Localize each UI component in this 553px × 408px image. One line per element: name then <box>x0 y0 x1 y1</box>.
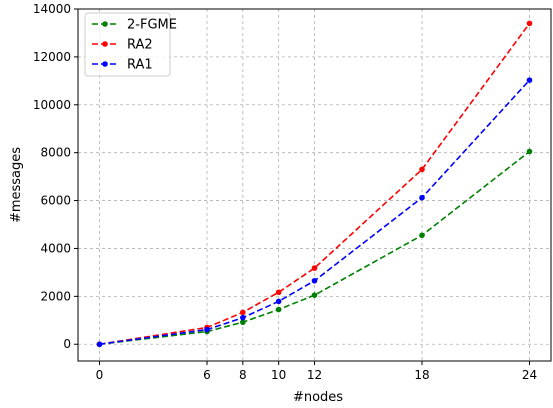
y-tick-label: 14000 <box>33 2 71 16</box>
data-point <box>240 309 246 316</box>
data-point <box>204 326 210 333</box>
legend-marker <box>102 41 108 47</box>
data-point <box>311 277 318 284</box>
x-tick-label: 8 <box>239 368 247 382</box>
data-point <box>275 306 282 313</box>
y-tick-label: 12000 <box>33 50 71 64</box>
x-axis-label: #nodes <box>293 390 343 405</box>
data-point <box>311 265 318 271</box>
y-tick-label: 0 <box>63 337 71 351</box>
data-point <box>526 148 533 155</box>
legend-item: RA2 <box>92 38 153 53</box>
legend-item: 2-FGME <box>92 18 177 33</box>
grid <box>78 8 551 361</box>
y-axis-label: #messages <box>9 147 24 223</box>
x-tick-label: 24 <box>522 368 537 382</box>
x-tick-label: 0 <box>96 368 104 382</box>
legend-marker <box>102 21 108 27</box>
x-axis: 0 6 8 10 12 18 24 <box>96 361 537 382</box>
series-ra1 <box>96 77 533 348</box>
y-axis: 0 2000 4000 6000 8000 10000 12000 14000 <box>33 2 78 351</box>
x-tick-label: 12 <box>307 368 322 382</box>
data-point <box>275 298 282 305</box>
x-tick-label: 10 <box>271 368 286 382</box>
x-tick-label: 6 <box>203 368 211 382</box>
data-point <box>419 166 425 173</box>
legend-label: RA2 <box>127 38 153 53</box>
data-point <box>311 292 318 298</box>
data-point <box>526 20 533 27</box>
data-point <box>419 232 425 239</box>
data-point <box>96 341 103 348</box>
y-tick-label: 2000 <box>40 289 71 303</box>
data-point <box>526 77 533 83</box>
legend-label: RA1 <box>127 58 153 73</box>
y-tick-label: 8000 <box>40 146 71 160</box>
data-point <box>419 194 425 201</box>
data-point <box>240 319 246 326</box>
legend-box <box>84 12 171 77</box>
y-tick-label: 6000 <box>40 194 71 208</box>
data-point <box>240 314 246 321</box>
y-tick-label: 10000 <box>33 98 71 112</box>
data-point <box>275 289 282 296</box>
legend-item: RA1 <box>92 58 153 73</box>
legend: 2-FGME RA2 RA1 <box>84 12 177 77</box>
legend-label: 2-FGME <box>127 18 177 33</box>
x-tick-label: 18 <box>414 368 429 382</box>
series-lines <box>96 20 533 348</box>
legend-marker <box>102 61 108 67</box>
y-tick-label: 4000 <box>40 241 71 255</box>
